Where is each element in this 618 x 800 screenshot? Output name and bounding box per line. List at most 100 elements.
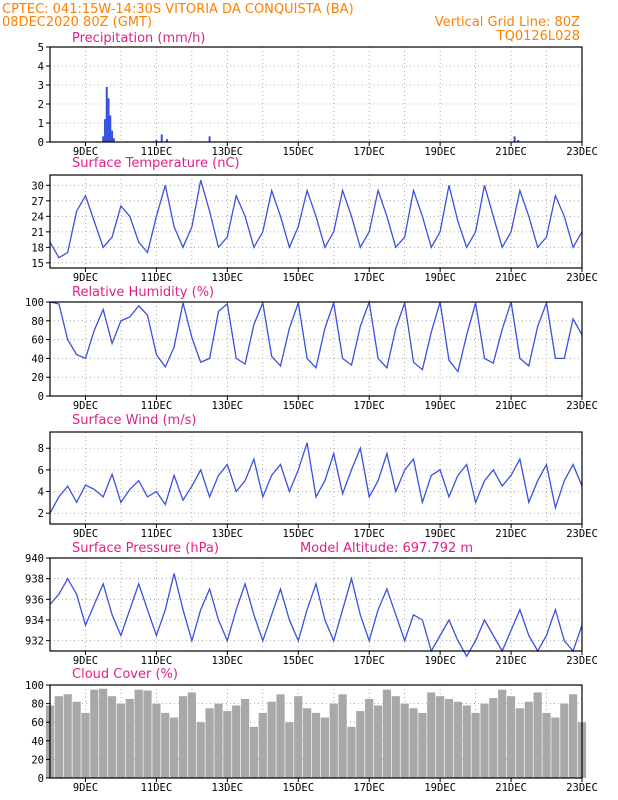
x-tick-label: 13DEC [212, 400, 244, 412]
x-tick-label: 17DEC [353, 400, 385, 412]
cloud-bar [258, 712, 267, 778]
x-tick-label: 9DEC [73, 272, 98, 284]
cloud-bar [480, 703, 489, 778]
precip-bar [112, 138, 115, 142]
precip-bar [513, 136, 516, 142]
y-tick-label: 4 [38, 487, 44, 499]
x-tick-label: 21DEC [495, 400, 527, 412]
cloud-bar [533, 692, 542, 778]
precip-bar [102, 136, 105, 142]
cloud-bar [365, 698, 374, 778]
cloud-bar [294, 696, 303, 778]
x-tick-label: 17DEC [353, 782, 385, 794]
cloud-bar [303, 708, 312, 778]
pressure-title: Surface Pressure (hPa) [72, 541, 219, 556]
y-tick-label: 40 [31, 736, 44, 748]
cloud-bar [506, 696, 516, 778]
y-tick-label: 6 [38, 465, 44, 477]
y-tick-label: 100 [25, 680, 44, 692]
cloud-bar [134, 689, 143, 778]
cloud-bar [152, 703, 161, 778]
cloud-bar [489, 698, 498, 778]
cloud-bar [107, 696, 117, 778]
cloud-bar [311, 712, 321, 778]
cloud-title: Cloud Cover (%) [72, 667, 178, 682]
x-tick-label: 11DEC [141, 782, 173, 794]
plot-frame [49, 557, 583, 652]
x-tick-label: 15DEC [282, 655, 314, 667]
x-tick-label: 13DEC [212, 272, 244, 284]
precip-bar [208, 136, 211, 142]
cloud-bar [81, 712, 90, 778]
cloud-bar [232, 705, 241, 778]
precip-bar [107, 98, 110, 142]
x-tick-label: 9DEC [73, 400, 98, 412]
cloud-bar [249, 726, 259, 778]
x-tick-label: 19DEC [424, 272, 456, 284]
cloud-bar [400, 703, 409, 778]
x-tick-label: 15DEC [282, 272, 314, 284]
cloud-bar [267, 701, 276, 778]
x-tick-label: 9DEC [73, 528, 98, 540]
cloud-bar [471, 712, 480, 778]
model-altitude: Model Altitude: 697.792 m [300, 541, 473, 556]
cloud-bar [205, 708, 214, 778]
plot-frame [49, 301, 583, 397]
x-tick-label: 23DEC [566, 146, 598, 158]
cloud-bar [373, 705, 383, 778]
x-tick-label: 11DEC [141, 272, 173, 284]
y-tick-label: 2 [38, 99, 44, 111]
header-grid-line: Vertical Grid Line: 80Z [435, 15, 580, 30]
wind-series-line [49, 442, 583, 514]
y-tick-label: 20 [31, 372, 44, 384]
cloud-bar [178, 696, 188, 778]
x-tick-label: 15DEC [282, 782, 314, 794]
temp-series-line [49, 180, 583, 259]
x-tick-label: 9DEC [73, 655, 98, 667]
wind-panel: 2 4 6 8 9DEC 11DEC 13DEC 15DEC 17DEC 19DEC 21DEC 23… [38, 431, 598, 540]
temp-title: Surface Temperature (nC) [72, 156, 240, 171]
precip-bar [105, 86, 108, 142]
y-tick-label: 40 [31, 353, 44, 365]
cloud-bar [524, 701, 533, 778]
y-tick-label: 0 [38, 137, 44, 149]
cloud-bar [444, 698, 454, 778]
x-tick-label: 23DEC [566, 400, 598, 412]
cloud-bar [285, 722, 294, 778]
cloud-bar [276, 694, 285, 778]
rh-panel: 0 20 40 60 80 100 9DEC 11DEC 13DEC 15DEC 17DEC 19DE… [25, 297, 598, 412]
precip-panel: 0 1 2 3 4 5 9DEC 11DEC 13DEC 15DEC 17DEC 19DEC 21DEC… [38, 42, 598, 158]
y-tick-label: 60 [31, 717, 44, 729]
cloud-bar [143, 690, 152, 778]
precip-bar [103, 119, 106, 142]
cloud-bar [223, 711, 232, 778]
y-tick-label: 20 [31, 754, 44, 766]
cloud-bar [240, 698, 250, 778]
cloud-bar [560, 703, 569, 778]
x-tick-label: 17DEC [353, 272, 385, 284]
x-tick-label: 9DEC [73, 146, 98, 158]
cloud-bar [214, 703, 223, 778]
cloud-bar [170, 717, 179, 778]
rh-title: Relative Humidity (%) [72, 285, 214, 300]
y-tick-label: 27 [31, 196, 44, 208]
x-tick-label: 13DEC [212, 782, 244, 794]
cloud-bar [453, 701, 462, 778]
x-tick-label: 21DEC [495, 782, 527, 794]
y-tick-label: 80 [31, 699, 44, 711]
y-tick-label: 936 [25, 594, 44, 606]
cloud-bar [187, 692, 196, 778]
y-tick-label: 24 [31, 211, 44, 223]
y-tick-label: 30 [31, 180, 44, 192]
x-tick-label: 19DEC [424, 146, 456, 158]
wind-title: Surface Wind (m/s) [72, 413, 196, 428]
cloud-bar [542, 712, 551, 778]
cloud-panel: 0 20 40 60 80 100 9DEC 11DEC 13DEC 15DEC 17DEC 19DE… [25, 680, 598, 794]
header-model-id: TQ0126L028 [496, 29, 580, 44]
cloud-bar [569, 694, 578, 778]
cloud-bar [99, 688, 108, 778]
precip-bar [160, 134, 163, 142]
cloud-bar [161, 712, 170, 778]
x-tick-label: 13DEC [212, 146, 244, 158]
x-tick-label: 19DEC [424, 655, 456, 667]
